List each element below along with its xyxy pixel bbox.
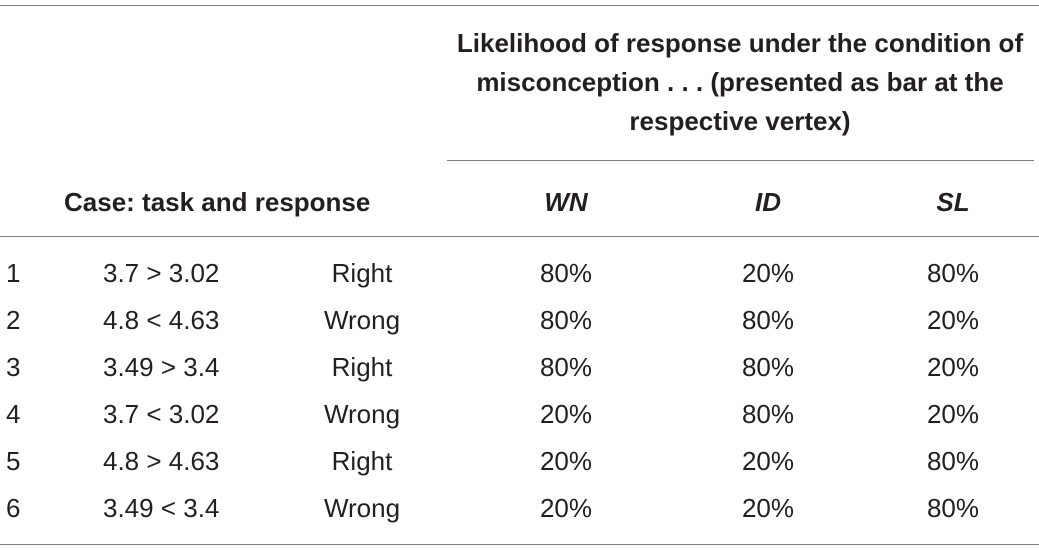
case-column-header: Case: task and response (64, 187, 371, 217)
case-task: 4.8 < 4.63 (103, 305, 220, 335)
case-response: Wrong (323, 399, 401, 429)
id-likelihood: 20% (741, 446, 795, 476)
id-likelihood: 80% (741, 352, 795, 382)
case-number: 6 (6, 493, 21, 523)
case-number: 1 (6, 258, 21, 288)
column-header-wn: WN (544, 187, 588, 217)
column-header-id: ID (755, 187, 781, 217)
case-task: 3.49 > 3.4 (103, 352, 220, 382)
wn-likelihood: 20% (539, 399, 593, 429)
case-number: 3 (6, 352, 21, 382)
case-response: Right (331, 446, 393, 476)
sl-likelihood: 20% (926, 352, 980, 382)
wn-likelihood: 80% (539, 258, 593, 288)
case-task: 4.8 > 4.63 (103, 446, 220, 476)
sl-likelihood: 80% (926, 493, 980, 523)
sl-likelihood: 80% (926, 258, 980, 288)
case-task: 3.7 > 3.02 (103, 258, 220, 288)
table-row: 5 4.8 > 4.63 Right 20% 20% 80% (0, 438, 1039, 485)
id-likelihood: 80% (741, 399, 795, 429)
case-response: Wrong (323, 493, 401, 523)
sl-likelihood: 20% (926, 305, 980, 335)
sl-likelihood: 80% (926, 446, 980, 476)
wn-likelihood: 20% (539, 493, 593, 523)
header-bottom-rule (0, 236, 1039, 237)
id-likelihood: 80% (741, 305, 795, 335)
case-number: 4 (6, 399, 21, 429)
case-task: 3.49 < 3.4 (103, 493, 220, 523)
table-row: 2 4.8 < 4.63 Wrong 80% 80% 20% (0, 297, 1039, 344)
group-header-rule (447, 160, 1034, 161)
sl-likelihood: 20% (926, 399, 980, 429)
id-likelihood: 20% (741, 258, 795, 288)
table-row: 4 3.7 < 3.02 Wrong 20% 80% 20% (0, 391, 1039, 438)
wn-likelihood: 80% (539, 305, 593, 335)
case-response: Wrong (323, 305, 401, 335)
wn-likelihood: 20% (539, 446, 593, 476)
case-number: 2 (6, 305, 21, 335)
table-row: 6 3.49 < 3.4 Wrong 20% 20% 80% (0, 485, 1039, 532)
table-row: 3 3.49 > 3.4 Right 80% 80% 20% (0, 344, 1039, 391)
case-number: 5 (6, 446, 21, 476)
likelihood-group-header: Likelihood of response under the conditi… (456, 28, 1024, 136)
case-response: Right (331, 352, 393, 382)
column-header-sl: SL (936, 187, 970, 217)
wn-likelihood: 80% (539, 352, 593, 382)
table-bottom-rule (0, 544, 1039, 545)
table-top-rule (0, 5, 1039, 6)
case-task: 3.7 < 3.02 (103, 399, 220, 429)
case-response: Right (331, 258, 393, 288)
table-row: 1 3.7 > 3.02 Right 80% 20% 80% (0, 250, 1039, 297)
id-likelihood: 20% (741, 493, 795, 523)
